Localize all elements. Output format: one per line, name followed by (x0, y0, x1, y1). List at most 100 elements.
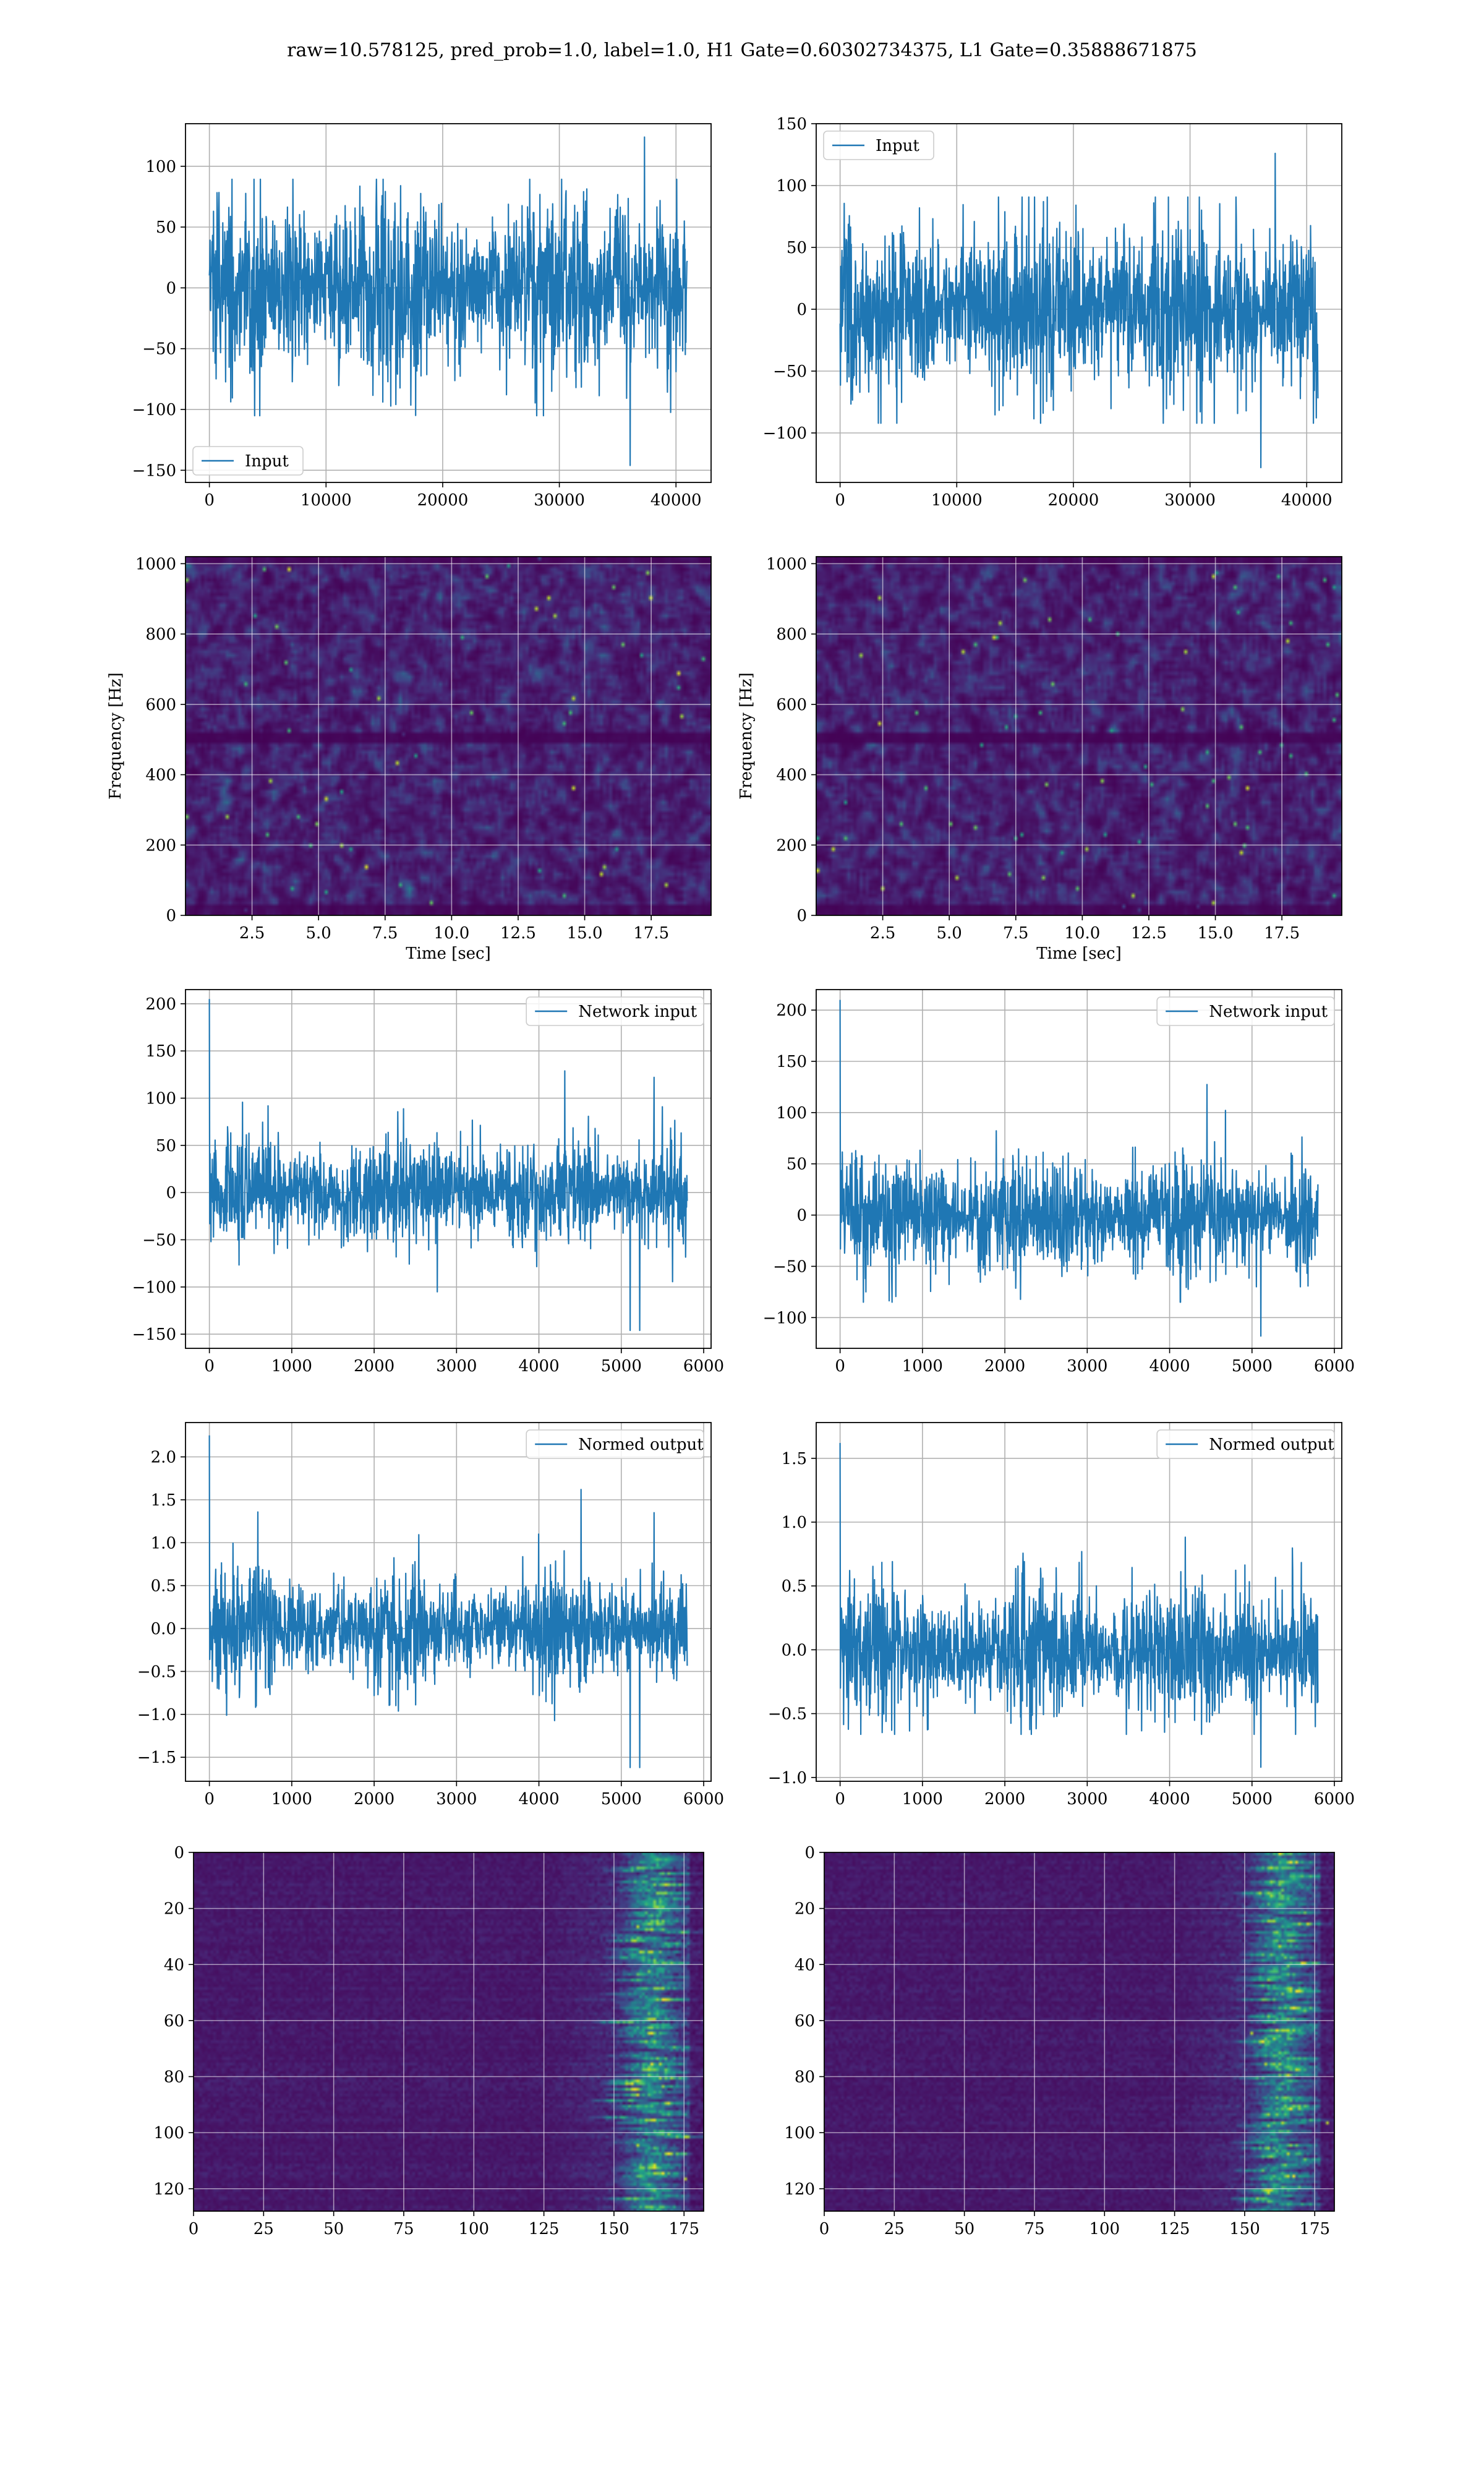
h1-normed-output-chart: 0 1000 2000 3000 4000 5000 6000 −1.5 −1.0 −0.5 0.0… (137, 1422, 724, 1808)
axes-frame (824, 1852, 1335, 2212)
axes-frame (185, 989, 712, 1349)
y-tick-label: 800 (145, 625, 176, 644)
x-tick-label: 10000 (931, 491, 983, 510)
x-tick-label: 0 (835, 1790, 845, 1808)
y-tick-label: 800 (776, 625, 807, 644)
x-tick-label: 0 (204, 1790, 215, 1808)
y-tick-label: −50 (773, 362, 807, 381)
heatmap-image (194, 1852, 704, 2211)
heatmap-image (816, 557, 1342, 915)
x-tick-label: 75 (1024, 2220, 1044, 2238)
x-tick-label: 5000 (1232, 1790, 1273, 1808)
y-tick-label: 100 (153, 2124, 184, 2142)
x-tick-label: 1000 (902, 1790, 943, 1808)
legend-box (1156, 1429, 1335, 1459)
x-tick-label: 0 (835, 491, 845, 510)
x-tick-label: 15.0 (567, 924, 603, 943)
x-tick-label: 0 (204, 491, 215, 510)
x-tick-label: 40000 (650, 491, 702, 510)
legend: Normed output (526, 1429, 704, 1459)
x-tick-label: 6000 (1314, 1790, 1355, 1808)
x-tick-label: 3000 (1067, 1357, 1107, 1376)
x-tick-label: 125 (529, 2220, 560, 2238)
x-tick-label: 4000 (1149, 1357, 1190, 1376)
y-tick-label: −50 (142, 1231, 176, 1249)
h1-input-chart: 0 10000 20000 30000 40000 −150 −100 −50 0 50 100 In… (132, 123, 712, 510)
y-tick-label: 60 (164, 2012, 184, 2031)
legend-box (526, 1429, 704, 1459)
y-tick-label: 20 (795, 1900, 815, 1919)
h1-feature-map-chart: 0 25 50 75 100 125 150 175 0 20 40 60 80 100 120 (153, 1844, 704, 2238)
x-tick-label: 4000 (1149, 1790, 1190, 1808)
y-tick-label: −150 (132, 1325, 176, 1344)
axes-frame (816, 556, 1342, 916)
y-tick-label: 0 (174, 1844, 184, 1862)
x-tick-label: 4000 (518, 1790, 559, 1808)
l1-feature-map-chart: 0 25 50 75 100 125 150 175 0 20 40 60 80 100 120 (784, 1844, 1335, 2238)
y-tick-label: 120 (784, 2180, 815, 2199)
y-tick-label: 80 (164, 2068, 184, 2087)
l1-network-input-chart: 0 1000 2000 3000 4000 5000 6000 −100 −50 0 50 100 15… (763, 989, 1355, 1376)
y-tick-label: −50 (773, 1257, 807, 1276)
y-tick-label: 200 (776, 836, 807, 855)
y-tick-label: 1000 (135, 555, 176, 573)
x-tick-label: 2000 (984, 1357, 1025, 1376)
legend-label: Normed output (1209, 1436, 1334, 1454)
y-tick-label: 1.5 (151, 1491, 176, 1510)
suptitle: raw=10.578125, pred_prob=1.0, label=1.0,… (287, 40, 1197, 61)
y-tick-label: 50 (156, 1137, 176, 1155)
legend: Normed output (1156, 1429, 1335, 1459)
axes-frame (185, 1422, 712, 1782)
y-tick-label: −1.0 (768, 1769, 807, 1787)
y-tick-label: 0 (796, 301, 807, 319)
x-tick-label: 25 (254, 2220, 274, 2238)
y-tick-label: 100 (145, 158, 176, 176)
x-tick-label: 2.5 (239, 924, 265, 943)
x-tick-label: 50 (323, 2220, 344, 2238)
legend-label: Input (245, 452, 289, 471)
x-tick-label: 0 (835, 1357, 845, 1376)
x-tick-label: 30000 (1164, 491, 1216, 510)
y-tick-label: 150 (776, 1053, 807, 1071)
x-tick-label: 5.0 (306, 924, 331, 943)
axes-frame (193, 1852, 704, 2212)
series-line (208, 136, 688, 466)
y-tick-label: 40 (164, 1956, 184, 1974)
x-tick-label: 4000 (518, 1357, 559, 1376)
y-tick-label: 100 (784, 2124, 815, 2142)
x-tick-label: 17.5 (633, 924, 669, 943)
y-tick-label: 1.0 (782, 1513, 807, 1532)
l1-input-chart: 0 10000 20000 30000 40000 −100 −50 0 50 100 150 Inp… (763, 115, 1342, 510)
x-tick-label: 1000 (902, 1357, 943, 1376)
x-tick-label: 6000 (683, 1357, 724, 1376)
y-tick-label: 0 (796, 907, 807, 925)
y-tick-label: 0.5 (782, 1577, 807, 1596)
x-tick-label: 20000 (417, 491, 469, 510)
axes-frame (185, 556, 712, 916)
x-tick-label: 0 (189, 2220, 199, 2238)
x-tick-label: 0 (204, 1357, 215, 1376)
x-tick-label: 5.0 (937, 924, 962, 943)
x-tick-label: 20000 (1048, 491, 1099, 510)
y-axis-label: Frequency [Hz] (106, 672, 125, 800)
x-axis-label: Time [sec] (1036, 944, 1122, 963)
h1-network-input-chart: 0 1000 2000 3000 4000 5000 6000 −150 −100 −50 0 50 1… (132, 989, 724, 1376)
x-tick-label: 15.0 (1198, 924, 1234, 943)
x-tick-label: 7.5 (372, 924, 398, 943)
legend-box (526, 996, 704, 1026)
legend: Network input (1156, 996, 1335, 1026)
y-tick-label: 50 (787, 1155, 807, 1174)
x-tick-label: 6000 (1314, 1357, 1355, 1376)
x-tick-label: 10.0 (1064, 924, 1100, 943)
y-tick-label: 80 (795, 2068, 815, 2087)
y-tick-label: −1.0 (137, 1706, 176, 1724)
x-tick-label: 2.5 (870, 924, 895, 943)
y-tick-label: 150 (776, 115, 807, 134)
y-tick-label: −0.5 (768, 1705, 807, 1724)
legend-label: Input (876, 137, 919, 155)
axes-frame (816, 1422, 1342, 1782)
y-tick-label: 0 (166, 1184, 176, 1202)
x-tick-label: 25 (884, 2220, 905, 2238)
y-tick-label: −100 (763, 1309, 807, 1327)
x-tick-label: 1000 (271, 1357, 312, 1376)
